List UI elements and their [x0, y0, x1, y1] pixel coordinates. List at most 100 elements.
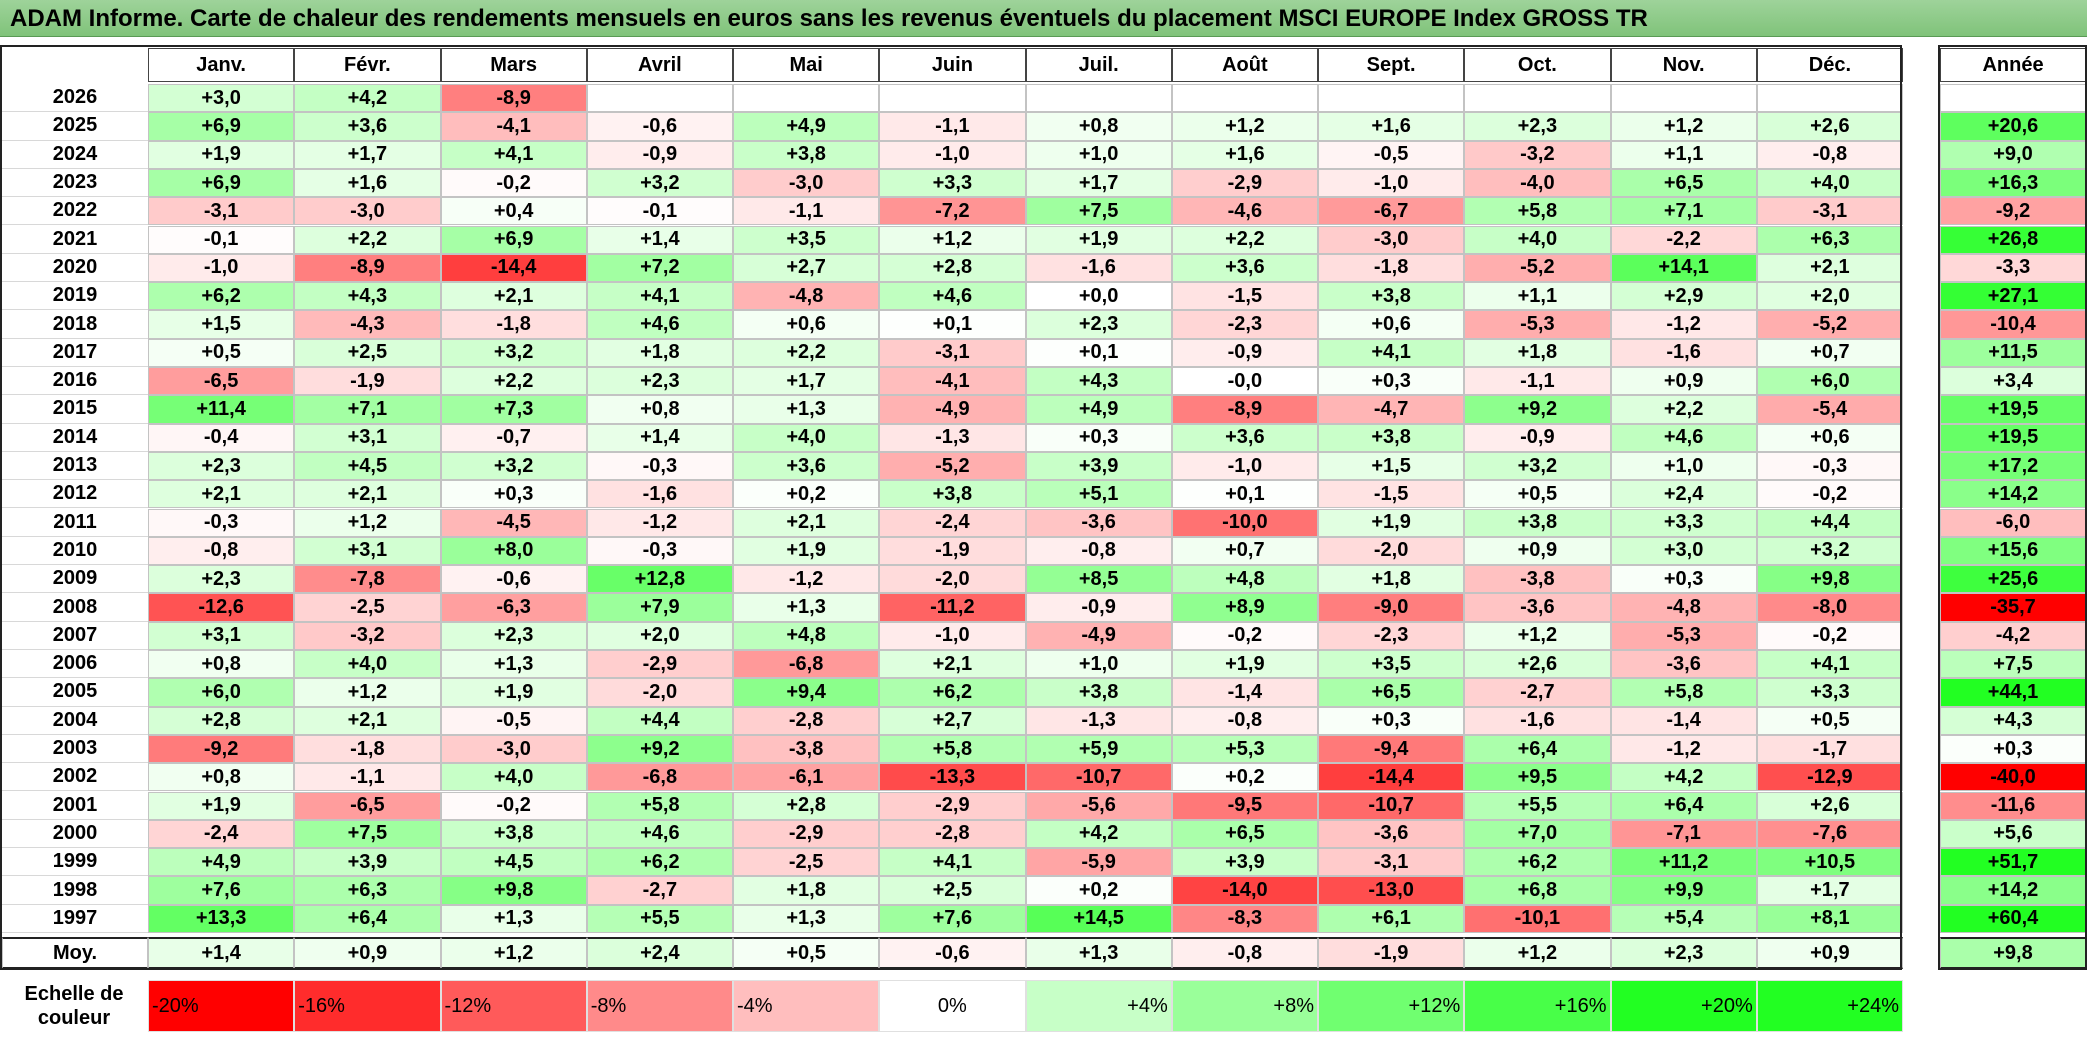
annual-cell: -35,7: [1940, 593, 2086, 622]
heat-cell: +6,0: [1756, 367, 1903, 396]
annual-cell: -4,2: [1940, 621, 2086, 650]
heat-cell: +13,3: [148, 904, 295, 933]
heat-cell: +3,8: [879, 480, 1026, 509]
heat-cell: -1,0: [879, 621, 1026, 650]
heat-cell: -1,6: [1025, 253, 1172, 283]
heat-cell: +9,9: [1610, 876, 1757, 905]
month-header: Juin: [879, 48, 1026, 82]
heat-cell: -10,0: [1171, 508, 1318, 537]
heat-cell: +1,5: [148, 310, 295, 339]
heat-cell: +6,2: [1464, 848, 1611, 877]
heat-cell: +4,1: [879, 848, 1026, 877]
heat-cell: -4,6: [1171, 197, 1318, 226]
heat-cell: +2,3: [148, 451, 295, 481]
annual-cell: +15,6: [1940, 536, 2086, 566]
heat-cell: -0,8: [148, 536, 295, 566]
heat-cell: +3,3: [1610, 508, 1757, 537]
heat-cell: -2,8: [733, 706, 880, 735]
scale-swatch: +20%: [1610, 980, 1757, 1032]
heat-cell: +3,2: [586, 168, 733, 198]
heat-cell: +3,8: [1025, 678, 1172, 707]
heat-cell: -6,3: [440, 593, 587, 622]
heat-cell: -1,9: [879, 536, 1026, 566]
average-cell: +1,3: [1025, 937, 1172, 969]
heat-cell: +4,3: [294, 282, 441, 311]
heat-cell: +0,7: [1756, 338, 1903, 367]
heat-cell: +2,6: [1756, 112, 1903, 141]
heat-cell: +1,3: [733, 593, 880, 622]
heat-cell: +2,9: [1610, 282, 1757, 311]
heat-cell: +6,1: [1318, 904, 1465, 933]
heat-cell: -3,0: [294, 197, 441, 226]
heat-cell: +0,2: [1171, 763, 1318, 792]
heat-cell: -1,0: [1171, 451, 1318, 481]
heat-cell: -3,8: [733, 734, 880, 764]
heat-cell: +4,9: [733, 112, 880, 141]
month-header: Déc.: [1756, 48, 1903, 82]
heat-cell: +0,9: [1464, 536, 1611, 566]
annual-cell: -3,3: [1940, 253, 2086, 283]
heat-cell: -1,4: [1610, 706, 1757, 735]
heat-cell: +4,2: [1025, 819, 1172, 849]
heat-cell: -1,5: [1171, 282, 1318, 311]
heat-cell: +0,4: [440, 197, 587, 226]
year-label: 1999: [2, 848, 148, 877]
heat-cell: +2,3: [1025, 310, 1172, 339]
scale-swatch: -12%: [440, 980, 587, 1032]
month-header: Juil.: [1025, 48, 1172, 82]
heat-cell: +9,8: [440, 876, 587, 905]
heat-cell: +1,9: [440, 678, 587, 707]
heat-cell: -5,3: [1610, 621, 1757, 650]
month-header: Janv.: [148, 48, 295, 82]
heat-cell: -7,2: [879, 197, 1026, 226]
heat-cell: -4,8: [733, 282, 880, 311]
heat-cell: +1,9: [148, 791, 295, 820]
heat-cell: +1,4: [586, 225, 733, 254]
heat-cell: +4,1: [440, 140, 587, 169]
heat-cell: +1,2: [294, 508, 441, 537]
annual-cell: +27,1: [1940, 282, 2086, 311]
month-header: Mai: [733, 48, 880, 82]
heat-cell: -0,0: [1171, 367, 1318, 396]
heat-cell: -1,1: [733, 197, 880, 226]
heat-cell: +4,9: [148, 848, 295, 877]
heat-cell: +4,9: [1025, 395, 1172, 424]
heat-cell: +3,6: [733, 451, 880, 481]
annual-cell: -40,0: [1940, 763, 2086, 792]
heat-cell: -6,8: [586, 763, 733, 792]
heat-cell: -1,8: [440, 310, 587, 339]
heat-cell: +7,3: [440, 395, 587, 424]
heat-cell: +3,3: [1756, 678, 1903, 707]
heat-cell: -0,3: [586, 536, 733, 566]
heat-cell: -0,6: [440, 565, 587, 594]
heat-cell: -12,6: [148, 593, 295, 622]
heat-cell: +2,7: [879, 706, 1026, 735]
heat-cell: -9,4: [1318, 734, 1465, 764]
heat-cell: +2,8: [879, 253, 1026, 283]
heat-cell: -1,7: [1756, 734, 1903, 764]
heat-cell: +2,1: [440, 282, 587, 311]
heat-cell: +2,3: [1464, 112, 1611, 141]
heat-cell: +2,8: [733, 791, 880, 820]
heat-cell: +1,8: [1464, 338, 1611, 367]
year-label: 2023: [2, 169, 148, 198]
heat-cell: -2,7: [586, 876, 733, 905]
heat-cell: -2,8: [879, 819, 1026, 849]
annual-cell: -10,4: [1940, 310, 2086, 339]
heat-cell: +4,1: [1756, 650, 1903, 679]
heat-cell: +3,9: [1025, 451, 1172, 481]
heat-cell: +4,1: [1318, 338, 1465, 367]
annual-cell: +5,6: [1940, 819, 2086, 849]
heat-cell: -0,4: [148, 423, 295, 452]
heat-cell: -9,0: [1318, 593, 1465, 622]
heat-cell: -1,6: [1464, 706, 1611, 735]
year-label: 2013: [2, 452, 148, 481]
heat-cell: +3,2: [1464, 451, 1611, 481]
heat-cell: +1,3: [440, 650, 587, 679]
heat-cell: +3,8: [1318, 423, 1465, 452]
heat-cell: -7,6: [1756, 819, 1903, 849]
heat-cell: +0,9: [1610, 367, 1757, 396]
scale-swatch: -4%: [733, 980, 880, 1032]
annual-cell: -9,2: [1940, 197, 2086, 226]
heat-cell: +7,5: [294, 819, 441, 849]
